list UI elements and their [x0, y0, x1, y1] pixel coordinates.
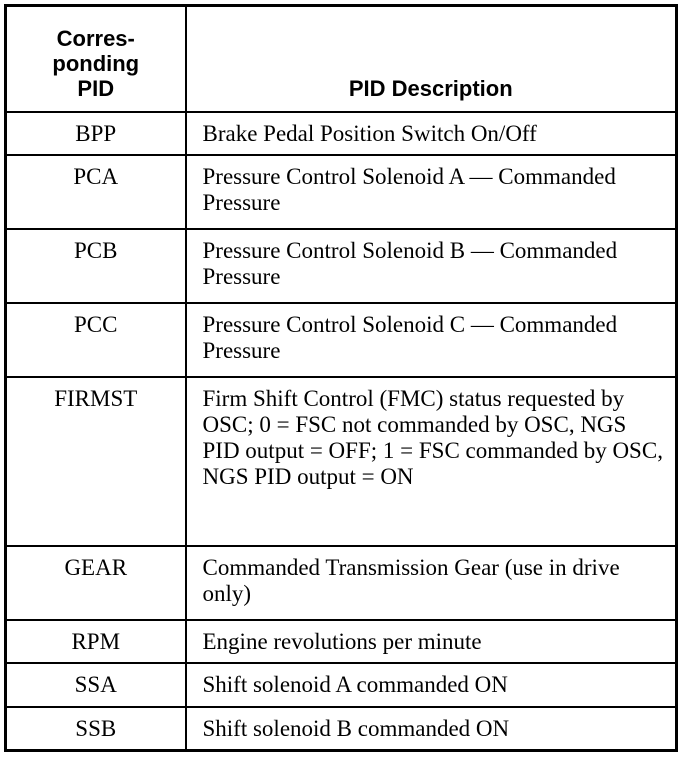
description-cell: Shift solenoid B commanded ON [184, 705, 678, 752]
pid-cell: BPP [4, 110, 187, 156]
description-cell: Engine revolutions per minute [184, 618, 678, 664]
table-row: GEAR Commanded Transmission Gear (use in… [4, 544, 678, 621]
header-row: Corres- ponding PID PID Description [4, 4, 678, 113]
header-corresponding-pid: Corres- ponding PID [4, 4, 187, 113]
pid-table: Corres- ponding PID PID Description BPP … [4, 4, 678, 752]
description-cell: Brake Pedal Position Switch On/Off [184, 110, 678, 156]
pid-cell: SSA [4, 661, 187, 708]
table-row: PCA Pressure Control Solenoid A — Comman… [4, 153, 678, 230]
table-row: RPM Engine revolutions per minute [4, 618, 678, 664]
description-cell: Firm Shift Control (FMC) status requeste… [184, 375, 678, 547]
table-row: BPP Brake Pedal Position Switch On/Off [4, 110, 678, 156]
table-row: SSA Shift solenoid A commanded ON [4, 661, 678, 708]
pid-cell: SSB [4, 705, 187, 752]
description-cell: Pressure Control Solenoid B — Commanded … [184, 227, 678, 304]
pid-cell: RPM [4, 618, 187, 664]
pid-cell: FIRMST [4, 375, 187, 547]
description-cell: Pressure Control Solenoid C — Commanded … [184, 301, 678, 378]
header-pid-description: PID Description [184, 4, 678, 113]
table-row: PCC Pressure Control Solenoid C — Comman… [4, 301, 678, 378]
table-row: PCB Pressure Control Solenoid B — Comman… [4, 227, 678, 304]
pid-cell: GEAR [4, 544, 187, 621]
description-cell: Shift solenoid A commanded ON [184, 661, 678, 708]
table-row: SSB Shift solenoid B commanded ON [4, 705, 678, 752]
pid-cell: PCA [4, 153, 187, 230]
description-cell: Commanded Transmission Gear (use in driv… [184, 544, 678, 621]
pid-cell: PCB [4, 227, 187, 304]
description-cell: Pressure Control Solenoid A — Commanded … [184, 153, 678, 230]
table-row: FIRMST Firm Shift Control (FMC) status r… [4, 375, 678, 547]
pid-cell: PCC [4, 301, 187, 378]
